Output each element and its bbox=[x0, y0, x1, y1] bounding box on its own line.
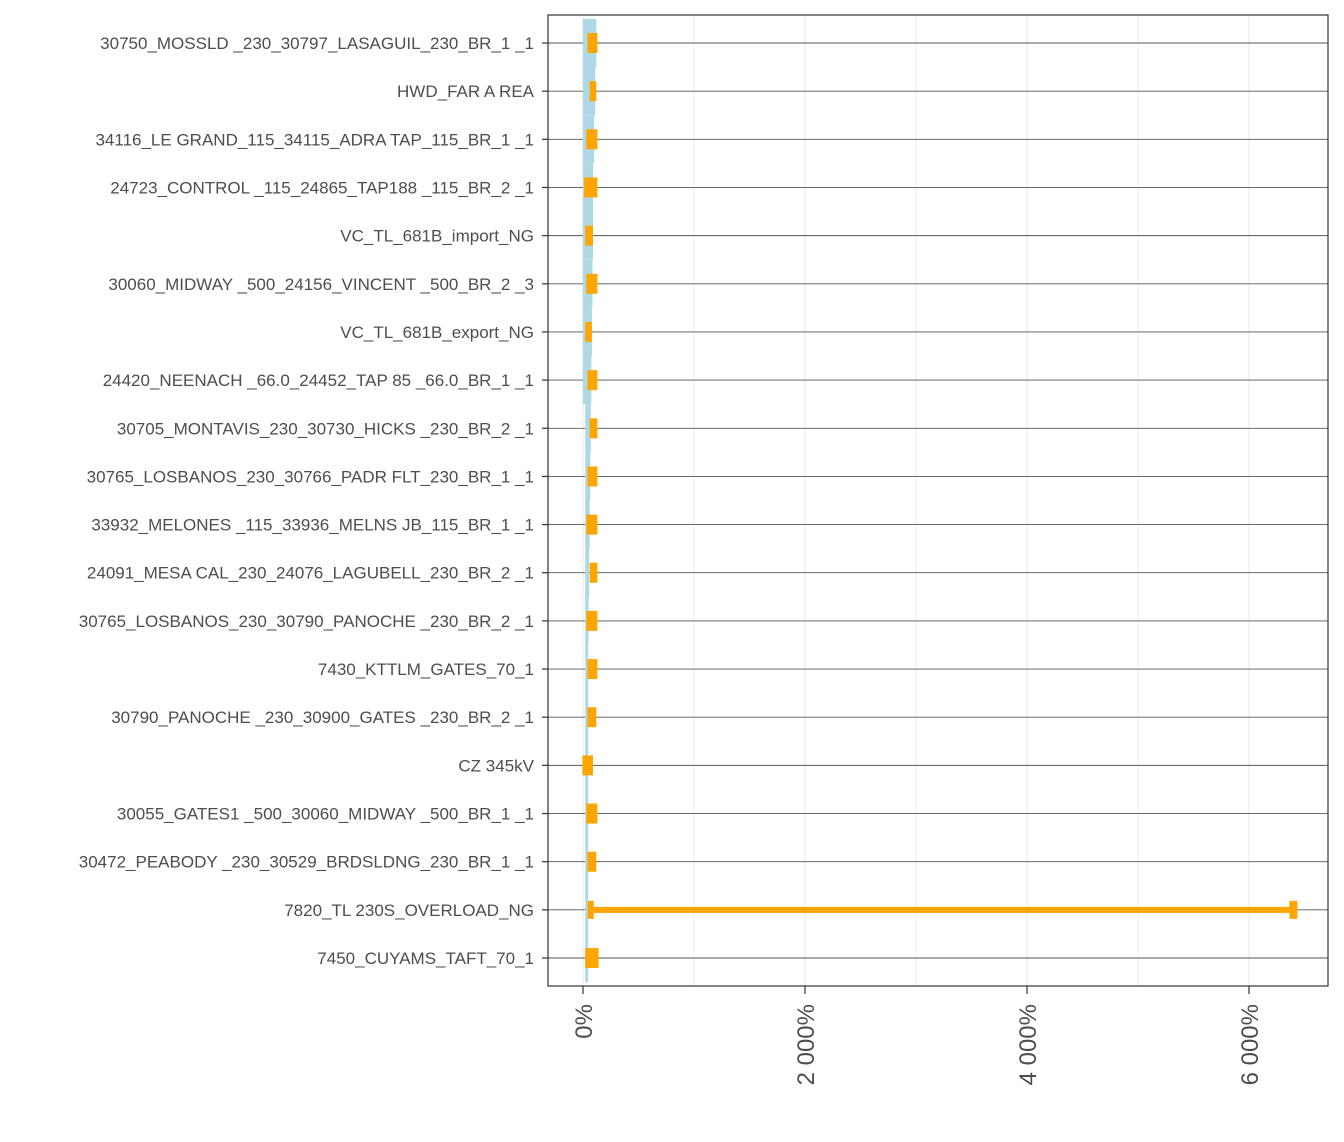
range-cap-high bbox=[1289, 900, 1298, 919]
range-bar-orange bbox=[587, 370, 598, 391]
range-bar-orange bbox=[586, 129, 598, 150]
category-label: VC_TL_681B_export_NG bbox=[340, 323, 534, 342]
category-label: 30472_PEABODY _230_30529_BRDSLDNG_230_BR… bbox=[79, 853, 534, 872]
range-bar-orange bbox=[584, 177, 598, 198]
range-bar-light bbox=[583, 67, 596, 116]
range-bar-orange bbox=[586, 273, 598, 294]
range-bar-orange bbox=[587, 33, 598, 53]
range-bar-orange bbox=[585, 948, 599, 968]
category-label: 7450_CUYAMS_TAFT_70_1 bbox=[317, 949, 534, 968]
category-label: 30060_MIDWAY _500_24156_VINCENT _500_BR_… bbox=[108, 275, 534, 294]
range-bar-light bbox=[585, 837, 589, 886]
range-bar-light bbox=[585, 693, 589, 742]
category-label: 34116_LE GRAND_115_34115_ADRA TAP_115_BR… bbox=[95, 130, 534, 149]
category-label: 30750_MOSSLD _230_30797_LASAGUIL_230_BR_… bbox=[100, 34, 534, 53]
category-label: 30705_MONTAVIS_230_30730_HICKS _230_BR_2… bbox=[117, 419, 534, 438]
x-axis: 0% 2 000% 4 000% 6 000% bbox=[571, 986, 1264, 1085]
category-label: 7820_TL 230S_OVERLOAD_NG bbox=[284, 901, 534, 920]
category-label: VC_TL_681B_import_NG bbox=[340, 227, 534, 246]
category-labels: 30750_MOSSLD _230_30797_LASAGUIL_230_BR_… bbox=[79, 34, 548, 968]
category-label: 7430_KTTLM_GATES_70_1 bbox=[318, 660, 534, 679]
category-label: 24091_MESA CAL_230_24076_LAGUBELL_230_BR… bbox=[87, 564, 534, 583]
category-label: 33932_MELONES _115_33936_MELNS JB_115_BR… bbox=[91, 516, 534, 535]
x-tick-label: 0% bbox=[571, 1004, 598, 1039]
range-bar-orange bbox=[587, 466, 598, 487]
category-label: HWD_FAR A REA bbox=[397, 82, 535, 101]
range-bar-orange bbox=[589, 562, 598, 583]
range-bar-light bbox=[585, 885, 589, 934]
range-bar-orange bbox=[587, 659, 598, 680]
range-bar-orange bbox=[589, 81, 597, 102]
x-tick-label: 6 000% bbox=[1237, 1004, 1264, 1085]
category-label: 30055_GATES1 _500_30060_MIDWAY _500_BR_1… bbox=[117, 805, 534, 824]
bars-layer bbox=[582, 18, 1298, 983]
grid-layer bbox=[548, 15, 1328, 986]
panel-border bbox=[547, 14, 1329, 987]
range-cap-low bbox=[587, 900, 594, 919]
category-label: 30790_PANOCHE _230_30900_GATES _230_BR_2… bbox=[111, 708, 534, 727]
range-bar-orange bbox=[582, 755, 593, 776]
range-bar-orange bbox=[585, 321, 592, 342]
range-bar-light bbox=[585, 404, 591, 453]
range-bar-orange bbox=[589, 418, 598, 439]
category-label: 24723_CONTROL _115_24865_TAP188 _115_BR_… bbox=[110, 178, 534, 197]
x-tick-label: 4 000% bbox=[1015, 1004, 1042, 1085]
x-tick-label: 2 000% bbox=[793, 1004, 820, 1085]
range-bar-orange bbox=[587, 851, 597, 872]
range-bar-light bbox=[583, 356, 592, 405]
range-bar-light bbox=[585, 548, 590, 597]
range-bar-orange bbox=[585, 225, 593, 246]
category-label: 30765_LOSBANOS_230_30766_PADR FLT_230_BR… bbox=[87, 467, 534, 486]
range-bar-orange bbox=[586, 610, 598, 631]
category-label: CZ 345kV bbox=[458, 756, 534, 775]
range-bar-orange bbox=[587, 707, 597, 728]
category-label: 30765_LOSBANOS_230_30790_PANOCHE _230_BR… bbox=[79, 612, 534, 631]
range-bar-orange bbox=[586, 803, 598, 824]
range-bar-light bbox=[585, 644, 589, 694]
range-bar-orange bbox=[586, 514, 598, 535]
category-label: 24420_NEENACH _66.0_24452_TAP 85 _66.0_B… bbox=[103, 371, 534, 390]
